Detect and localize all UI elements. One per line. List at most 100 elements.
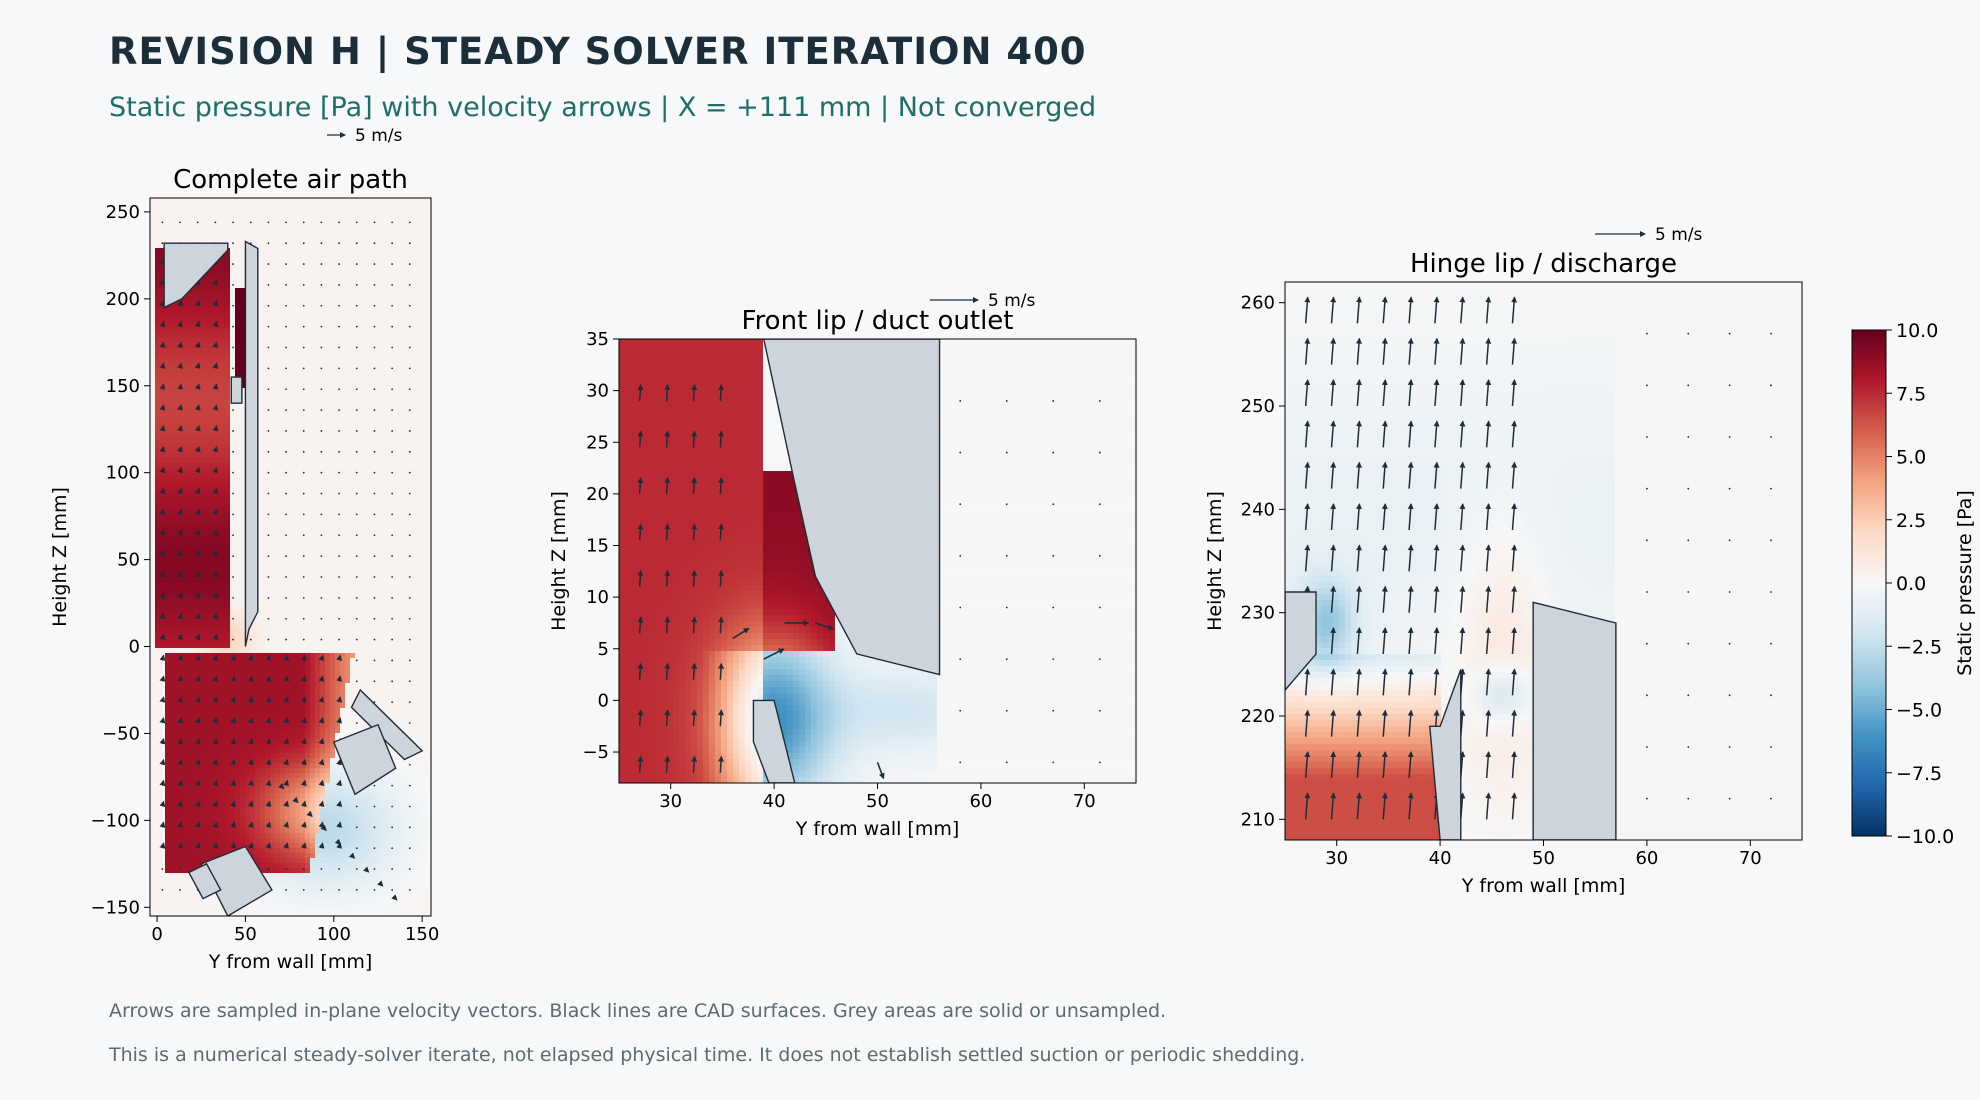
velocity-arrow bbox=[177, 612, 183, 620]
velocity-arrow bbox=[159, 758, 166, 766]
velocity-arrow bbox=[1646, 642, 1648, 645]
colorbar-stripe bbox=[1852, 394, 1886, 397]
y-tick-label: 250 bbox=[106, 202, 140, 223]
colorbar-stripe bbox=[1852, 408, 1886, 411]
velocity-arrow bbox=[1330, 461, 1337, 489]
colorbar-stripe bbox=[1852, 710, 1886, 713]
velocity-arrow bbox=[391, 242, 394, 245]
velocity-arrow bbox=[691, 569, 698, 587]
velocity-arrow bbox=[391, 263, 394, 265]
velocity-arrow bbox=[718, 569, 725, 587]
velocity-arrow bbox=[391, 284, 394, 286]
velocity-arrow bbox=[373, 826, 376, 829]
velocity-arrow bbox=[320, 617, 323, 620]
velocity-arrow bbox=[1356, 337, 1362, 365]
colorbar-stripe bbox=[1852, 656, 1886, 659]
velocity-arrow bbox=[1381, 461, 1388, 489]
colorbar-stripe bbox=[1852, 828, 1886, 831]
velocity-arrow bbox=[355, 492, 358, 495]
velocity-arrow bbox=[1687, 694, 1690, 697]
velocity-arrow bbox=[1381, 420, 1388, 448]
colorbar-stripe bbox=[1852, 732, 1886, 735]
velocity-arrow bbox=[1356, 503, 1362, 531]
velocity-arrow bbox=[362, 866, 370, 873]
colorbar-stripe bbox=[1852, 576, 1886, 579]
x-tick-label: 60 bbox=[1635, 848, 1658, 869]
colorbar-stripe bbox=[1852, 704, 1886, 707]
velocity-arrow bbox=[159, 654, 166, 662]
colorbar-stripe bbox=[1852, 462, 1886, 465]
velocity-arrow bbox=[373, 388, 376, 391]
colorbar-stripe bbox=[1852, 770, 1886, 773]
cad-surface bbox=[350, 688, 424, 761]
colorbar-stripe bbox=[1852, 332, 1886, 335]
velocity-arrow bbox=[194, 612, 201, 620]
velocity-arrow bbox=[637, 616, 644, 634]
velocity-arrow bbox=[212, 508, 219, 515]
footnote-arrows: Arrows are sampled in-plane velocity vec… bbox=[109, 1000, 1166, 1022]
colorbar-stripe bbox=[1852, 618, 1886, 621]
velocity-arrow bbox=[318, 842, 325, 849]
colorbar-stripe bbox=[1852, 424, 1886, 427]
velocity-arrow bbox=[194, 675, 201, 682]
velocity-arrow bbox=[1511, 751, 1518, 779]
velocity-arrow bbox=[194, 404, 201, 411]
velocity-arrow bbox=[1407, 751, 1414, 779]
velocity-arrow bbox=[718, 662, 725, 680]
y-axis-label: Height Z [mm] bbox=[548, 491, 570, 631]
colorbar-tick-label: 5.0 bbox=[1896, 447, 1926, 469]
velocity-arrow bbox=[1381, 544, 1388, 572]
velocity-arrow bbox=[179, 868, 181, 870]
velocity-arrow bbox=[194, 779, 201, 787]
velocity-arrow bbox=[1098, 709, 1101, 712]
velocity-arrow bbox=[232, 576, 234, 578]
velocity-arrow bbox=[285, 242, 287, 245]
velocity-arrow bbox=[355, 576, 358, 578]
velocity-arrow bbox=[959, 451, 962, 454]
y-tick-label: 150 bbox=[106, 376, 140, 397]
velocity-arrow bbox=[391, 450, 394, 453]
velocity-arrow bbox=[391, 430, 394, 432]
velocity-arrow bbox=[267, 242, 270, 245]
velocity-arrow bbox=[302, 576, 305, 578]
colorbar-stripe bbox=[1852, 382, 1886, 385]
velocity-arrow bbox=[230, 737, 237, 745]
cad-surface bbox=[1285, 591, 1317, 692]
velocity-arrow bbox=[194, 487, 201, 495]
velocity-arrow bbox=[1330, 503, 1337, 531]
colorbar-stripe bbox=[1852, 648, 1886, 651]
colorbar-stripe bbox=[1852, 720, 1886, 723]
colorbar-stripe bbox=[1852, 754, 1886, 757]
velocity-arrow bbox=[177, 320, 183, 328]
colorbar-stripe bbox=[1852, 364, 1886, 367]
y-tick-label: 10 bbox=[586, 587, 609, 608]
velocity-arrow bbox=[408, 471, 411, 474]
colorbar-stripe bbox=[1852, 582, 1886, 585]
velocity-arrow bbox=[373, 263, 376, 265]
velocity-arrow bbox=[283, 779, 290, 787]
velocity-arrow bbox=[1687, 797, 1690, 800]
velocity-arrow bbox=[338, 492, 341, 495]
velocity-arrow bbox=[1646, 797, 1648, 800]
velocity-arrow bbox=[391, 492, 394, 495]
velocity-arrow bbox=[320, 430, 323, 432]
velocity-arrow bbox=[408, 492, 411, 495]
colorbar-stripe bbox=[1852, 358, 1886, 361]
velocity-arrow bbox=[338, 430, 341, 432]
velocity-arrow bbox=[1770, 591, 1772, 593]
colorbar-stripe bbox=[1852, 514, 1886, 517]
velocity-arrow bbox=[391, 805, 394, 808]
velocity-arrow bbox=[230, 779, 237, 787]
velocity-arrow bbox=[1304, 751, 1311, 779]
velocity-arrow bbox=[338, 596, 341, 599]
colorbar-stripe bbox=[1852, 536, 1886, 539]
velocity-arrow bbox=[1052, 606, 1055, 609]
velocity-arrow bbox=[1330, 792, 1337, 820]
velocity-arrow bbox=[1511, 503, 1518, 531]
velocity-arrow bbox=[1098, 400, 1101, 402]
colorbar-stripe bbox=[1852, 520, 1886, 523]
x-axis-label: Y from wall [mm] bbox=[795, 818, 960, 840]
velocity-arrow bbox=[320, 513, 323, 516]
velocity-arrow bbox=[336, 696, 343, 703]
velocity-arrow bbox=[355, 388, 358, 391]
